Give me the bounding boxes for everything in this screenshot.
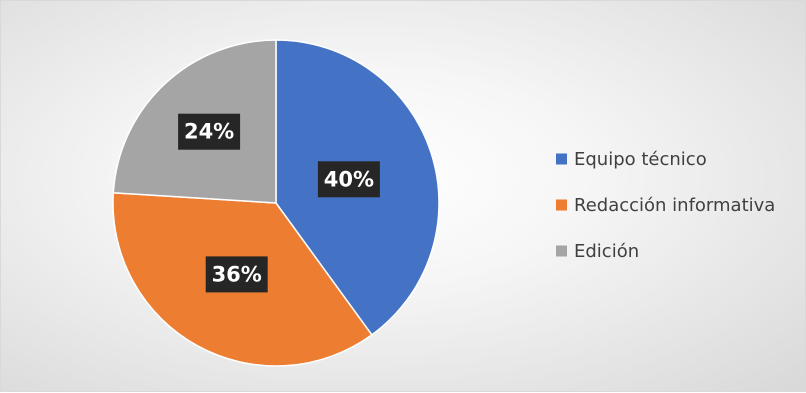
- legend-swatch: [556, 199, 567, 211]
- legend-label: Redacción informativa: [574, 195, 775, 216]
- data-label-3: 24%: [178, 113, 241, 150]
- data-label-box: [178, 113, 241, 150]
- data-labels: 40% 36% 24%: [178, 113, 380, 293]
- data-label-box: [317, 161, 380, 198]
- legend-item-3: Edición: [556, 241, 639, 262]
- legend-swatch: [556, 245, 567, 257]
- legend-item-2: Redacción informativa: [556, 195, 775, 216]
- legend-swatch: [556, 153, 567, 165]
- legend-label: Edición: [574, 241, 639, 262]
- data-label-text: 40%: [324, 167, 374, 191]
- data-label-2: 36%: [205, 256, 268, 293]
- legend-label: Equipo técnico: [574, 149, 707, 170]
- legend: Equipo técnico Redacción informativa Edici…: [556, 149, 775, 262]
- data-label-text: 36%: [212, 262, 262, 286]
- data-label-1: 40%: [317, 161, 380, 198]
- pie-slices: [112, 39, 440, 367]
- data-label-text: 24%: [184, 120, 234, 144]
- legend-item-1: Equipo técnico: [556, 149, 707, 170]
- data-label-box: [205, 256, 268, 293]
